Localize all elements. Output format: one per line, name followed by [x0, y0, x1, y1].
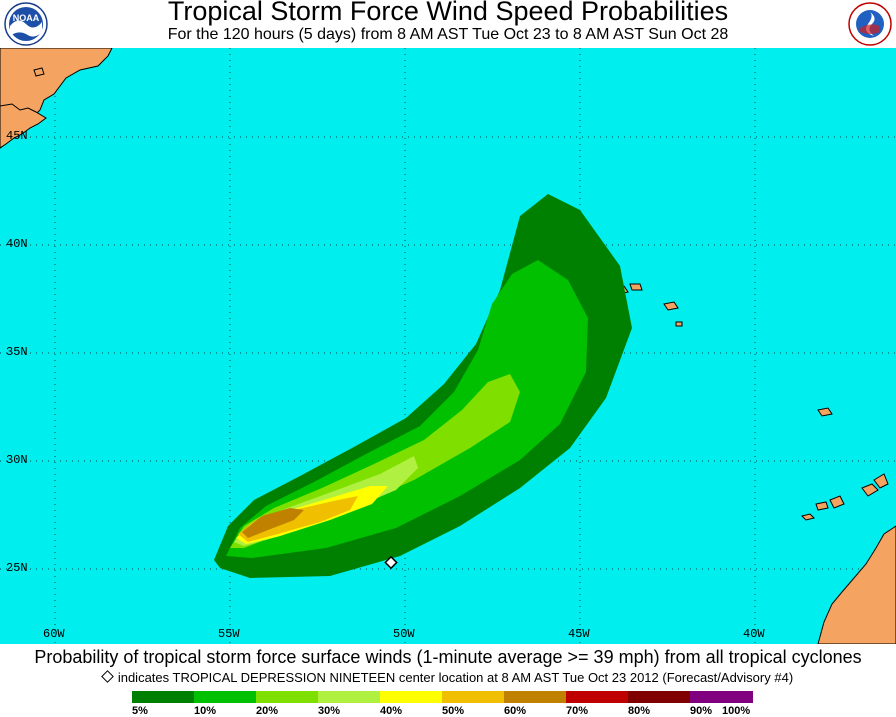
legend-swatch — [318, 691, 381, 703]
africa-land — [817, 525, 896, 644]
latitude-label: 25N — [6, 561, 28, 575]
longitude-label: 55W — [218, 627, 240, 641]
map-title: Tropical Storm Force Wind Speed Probabil… — [167, 0, 729, 26]
header: NOAA Tropical Storm Force Wind Speed Pro… — [0, 0, 896, 48]
legend-swatch — [132, 691, 195, 703]
latitude-label: 40N — [6, 237, 28, 251]
latitude-label: 45N — [6, 129, 28, 143]
latitude-label: 30N — [6, 453, 28, 467]
azores-island-4 — [663, 301, 679, 311]
map-caption: Probability of tropical storm force surf… — [34, 647, 862, 667]
legend-label: 90% — [690, 705, 713, 717]
greenland-fragment — [33, 67, 45, 77]
canary-island-5 — [873, 473, 889, 489]
latitude-label: 35N — [6, 345, 28, 359]
madeira-island — [817, 407, 833, 417]
legend-label: 70% — [566, 705, 589, 717]
storm-note: indicates TROPICAL DEPRESSION NINETEEN c… — [0, 670, 896, 685]
longitude-label: 50W — [393, 627, 415, 641]
longitude-label: 45W — [568, 627, 590, 641]
legend-swatch — [256, 691, 319, 703]
longitude-label: 40W — [743, 627, 765, 641]
canary-island-1 — [801, 513, 815, 521]
diamond-icon — [100, 670, 114, 683]
legend-swatch — [566, 691, 629, 703]
azores-island-5 — [675, 321, 683, 327]
noaa-logo-text: NOAA — [13, 13, 40, 23]
legend-swatch — [442, 691, 505, 703]
map-grid — [0, 48, 896, 644]
legend-label: 60% — [504, 705, 527, 717]
longitude-label: 60W — [43, 627, 65, 641]
legend-label: 50% — [442, 705, 465, 717]
land-masses — [0, 48, 896, 644]
legend-label: 40% — [380, 705, 403, 717]
legend-swatch — [504, 691, 567, 703]
nws-logo-icon — [848, 2, 892, 46]
legend-label: 10% — [194, 705, 217, 717]
probability-swath — [214, 194, 632, 578]
swath-10-percent — [226, 260, 588, 558]
storm-note-text: indicates TROPICAL DEPRESSION NINETEEN c… — [117, 670, 794, 685]
canary-island-2 — [815, 501, 829, 511]
storm-center-marker — [384, 555, 398, 570]
probability-legend: 5% 10% 20% 30% 40% 50% 60% 70% 80% 90% 100% — [0, 690, 896, 717]
legend-label: 80% — [628, 705, 651, 717]
noaa-logo-icon: NOAA — [4, 2, 48, 46]
nova-scotia-land — [0, 103, 47, 149]
legend-label: 5% — [132, 705, 148, 717]
footer: Probability of tropical storm force surf… — [0, 644, 896, 717]
legend-swatch — [690, 691, 753, 703]
map-subtitle: For the 120 hours (5 days) from 8 AM AST… — [167, 26, 729, 43]
legend-label: 20% — [256, 705, 279, 717]
map-canvas — [0, 48, 896, 644]
azores-island-3 — [629, 283, 643, 291]
legend-swatch — [194, 691, 257, 703]
canary-island-4 — [861, 483, 879, 497]
swath-60-percent — [242, 508, 304, 538]
legend-swatch — [628, 691, 691, 703]
canary-island-3 — [829, 495, 845, 509]
swath-50-percent — [238, 496, 358, 542]
legend-swatch — [380, 691, 443, 703]
legend-label: 30% — [318, 705, 341, 717]
legend-label: 100% — [722, 705, 751, 717]
